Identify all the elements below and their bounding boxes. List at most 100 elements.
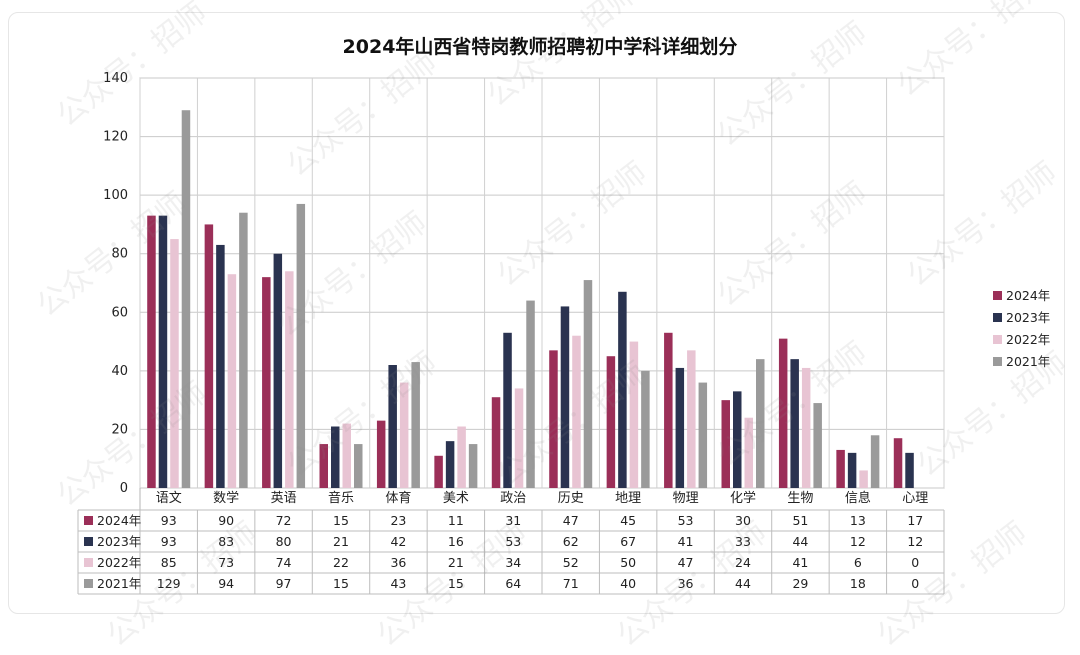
bar xyxy=(675,367,685,488)
table-cell: 23 xyxy=(390,513,406,528)
legend-label: 2022年 xyxy=(1006,332,1050,347)
legend-swatch xyxy=(993,335,1002,344)
bar xyxy=(813,403,822,488)
table-cell: 83 xyxy=(218,534,234,549)
table-cell: 42 xyxy=(390,534,406,549)
table-legend-swatch xyxy=(84,516,93,525)
bar xyxy=(239,212,248,488)
table-cell: 71 xyxy=(563,576,579,591)
table-cell: 85 xyxy=(161,555,177,570)
category-label: 生物 xyxy=(787,491,813,506)
legend-label: 2024年 xyxy=(1006,288,1050,303)
bar xyxy=(514,388,524,488)
bar xyxy=(698,382,708,488)
category-label: 体育 xyxy=(385,490,411,506)
table-cell: 36 xyxy=(390,555,406,570)
bar xyxy=(216,244,225,488)
bar xyxy=(273,253,283,488)
bar xyxy=(721,400,730,488)
table-cell: 21 xyxy=(333,534,349,549)
legend-label: 2021年 xyxy=(1006,354,1050,369)
category-label: 美术 xyxy=(443,491,469,506)
table-cell: 17 xyxy=(907,513,923,528)
bar xyxy=(354,444,363,488)
bar xyxy=(388,365,397,488)
bar xyxy=(434,455,443,488)
table-cell: 16 xyxy=(448,534,464,549)
y-tick-label: 60 xyxy=(111,305,128,320)
table-series-label: 2022年 xyxy=(97,555,141,570)
bar xyxy=(756,359,765,488)
bar xyxy=(583,280,593,488)
table-series-label: 2023年 xyxy=(97,534,141,549)
table-cell: 22 xyxy=(333,555,349,570)
bar xyxy=(549,350,558,488)
table-cell: 64 xyxy=(505,576,521,591)
legend-swatch xyxy=(993,357,1002,366)
bar xyxy=(836,449,845,488)
bar xyxy=(158,215,168,488)
bar xyxy=(664,332,673,488)
table-cell: 51 xyxy=(792,513,808,528)
y-tick-label: 120 xyxy=(103,130,128,145)
table-cell: 80 xyxy=(276,534,292,549)
bar xyxy=(503,332,512,488)
bar xyxy=(181,110,191,488)
category-label: 地理 xyxy=(615,491,641,506)
category-label: 历史 xyxy=(558,491,584,506)
table-cell: 74 xyxy=(276,555,292,570)
bar xyxy=(491,397,501,488)
bar xyxy=(572,335,581,488)
bar xyxy=(790,359,799,488)
table-cell: 15 xyxy=(333,513,349,528)
table-legend-swatch xyxy=(84,537,93,546)
category-label: 英语 xyxy=(271,491,297,506)
category-label: 音乐 xyxy=(328,490,354,506)
bar xyxy=(629,341,639,488)
table-cell: 73 xyxy=(218,555,234,570)
bar xyxy=(801,367,811,488)
y-tick-label: 20 xyxy=(111,422,128,437)
table-cell: 47 xyxy=(678,555,694,570)
table-cell: 31 xyxy=(505,513,521,528)
table-cell: 15 xyxy=(448,576,464,591)
table-cell: 129 xyxy=(157,576,181,591)
table-series-label: 2024年 xyxy=(97,513,141,528)
table-cell: 62 xyxy=(563,534,579,549)
table-cell: 44 xyxy=(792,534,808,549)
bar xyxy=(262,277,271,488)
y-tick-label: 0 xyxy=(120,481,128,496)
table-cell: 18 xyxy=(850,576,866,591)
table-legend-swatch xyxy=(84,558,93,567)
bar xyxy=(905,452,914,488)
legend-swatch xyxy=(993,291,1002,300)
table-cell: 93 xyxy=(161,534,177,549)
category-label: 物理 xyxy=(673,491,699,506)
bar xyxy=(606,356,616,488)
bar xyxy=(170,239,179,488)
table-cell: 0 xyxy=(911,555,919,570)
category-label: 信息 xyxy=(845,490,871,506)
category-label: 政治 xyxy=(500,491,526,506)
bar xyxy=(296,203,306,488)
bar xyxy=(859,470,868,488)
bar xyxy=(618,291,627,488)
category-label: 化学 xyxy=(730,490,756,506)
table-legend-swatch xyxy=(84,579,93,588)
bar xyxy=(445,441,455,488)
table-cell: 21 xyxy=(448,555,464,570)
table-cell: 93 xyxy=(161,513,177,528)
table-cell: 34 xyxy=(505,555,521,570)
chart-title: 2024年山西省特岗教师招聘初中学科详细划分 xyxy=(342,36,738,58)
table-cell: 52 xyxy=(563,555,579,570)
bar xyxy=(319,444,328,488)
bar xyxy=(204,224,214,488)
bar xyxy=(778,338,788,488)
table-cell: 97 xyxy=(276,576,292,591)
table-cell: 12 xyxy=(850,534,866,549)
table-cell: 30 xyxy=(735,513,751,528)
legend-label: 2023年 xyxy=(1006,310,1050,325)
table-cell: 0 xyxy=(911,576,919,591)
category-label: 心理 xyxy=(902,491,928,506)
